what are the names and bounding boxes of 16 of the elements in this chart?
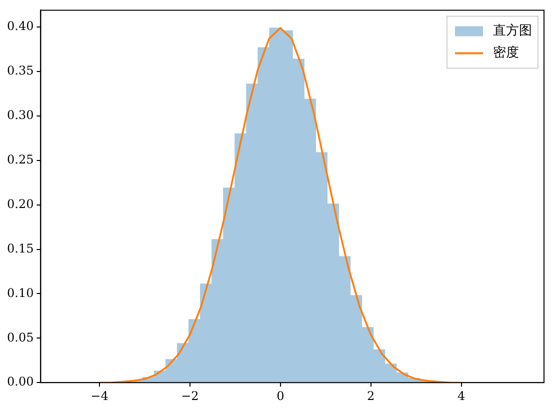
legend-label: 密度 [493,44,519,61]
y-tick-label: 0.20 [7,196,34,211]
y-tick-label: 0.15 [7,241,34,256]
y-tick-label: 0.05 [7,330,34,344]
y-tick-label: 0.25 [7,152,34,167]
x-tick-label: 0 [276,388,284,403]
y-tick-label: 0.30 [7,108,34,122]
x-tick-label: −4 [90,388,109,403]
x-tick-label: 4 [457,388,466,403]
y-tick-label: 0.10 [7,286,34,300]
legend-label: 直方图 [493,22,532,39]
x-tick-label: −2 [181,388,199,403]
y-tick-label: 0.00 [7,374,34,389]
x-tick-label: 2 [366,388,375,403]
y-tick-label: 0.40 [7,19,34,34]
y-tick-label: 0.35 [7,64,34,78]
